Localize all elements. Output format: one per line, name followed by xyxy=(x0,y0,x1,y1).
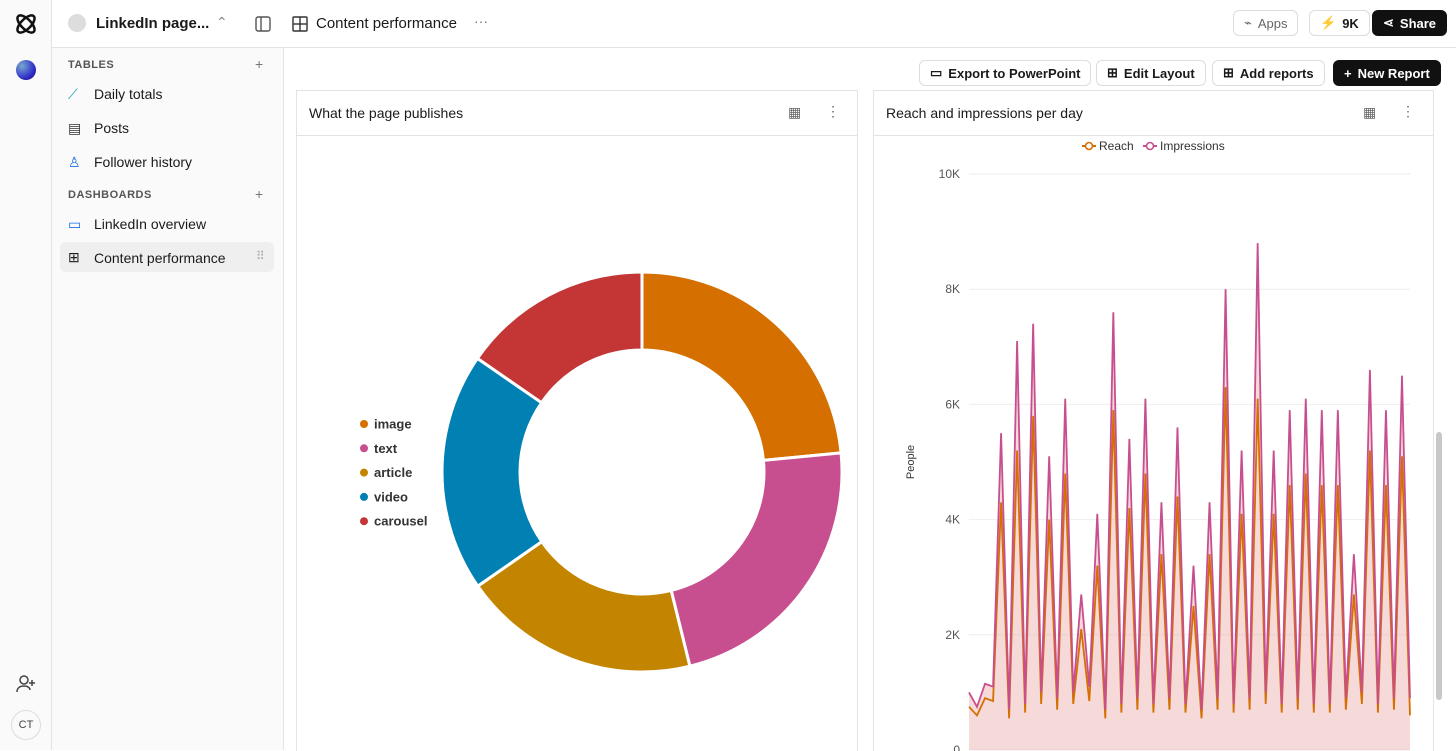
y-tick-label: 0 xyxy=(953,743,960,751)
toolbar-button[interactable]: ⊞ Add reports xyxy=(1212,60,1325,86)
nav-icon: ▭ xyxy=(68,216,82,232)
sidebar: TABLES + ⟋ Daily totals ▤ Posts ♙ Follow… xyxy=(52,48,284,750)
chart: 0 2K 4K 6K 8K 10K People Reach Impressions xyxy=(905,139,1411,751)
legend-label: image xyxy=(374,417,412,432)
panel-menu[interactable]: ⋮ xyxy=(826,103,840,119)
avatar[interactable]: CT xyxy=(11,710,41,740)
nav-item[interactable]: Content performance xyxy=(94,250,226,266)
btn-label: Export to PowerPoint xyxy=(948,65,1081,81)
nav-icon: ⊞ xyxy=(68,249,80,265)
apps-icon: ⌁ xyxy=(1244,15,1252,30)
btn-icon: + xyxy=(1344,65,1352,81)
legend-label: Impressions xyxy=(1160,139,1225,153)
y-tick-label: 10K xyxy=(939,167,960,181)
legend-label: text xyxy=(374,441,398,456)
panel: Reach and impressions per day ▦ ⋮ 0 2K 4K 6… xyxy=(873,90,1434,751)
legend-label: carousel xyxy=(374,514,427,529)
bolt-icon: ⚡ xyxy=(1320,15,1337,30)
workspace-orb[interactable] xyxy=(16,60,36,80)
legend-label: article xyxy=(374,465,412,480)
toolbar-button[interactable]: ⊞ Edit Layout xyxy=(1096,60,1206,86)
btn-icon: ⊞ xyxy=(1107,65,1118,80)
apps-button[interactable]: ⌁ Apps xyxy=(1233,10,1299,36)
nav-icon: ♙ xyxy=(68,154,81,170)
sidebar-toggle[interactable] xyxy=(255,16,271,32)
btn-icon: ⊞ xyxy=(1223,65,1234,80)
active-highlight xyxy=(60,242,274,272)
panel-header: What the page publishes ▦ ⋮ xyxy=(297,91,857,136)
page-title: Content performance xyxy=(316,15,457,32)
pie-slice xyxy=(475,539,692,674)
nav-icon: ▤ xyxy=(68,120,82,136)
legend-swatch xyxy=(360,468,368,477)
share-button[interactable]: ⋖ Share xyxy=(1372,10,1448,36)
section-heading: TABLES xyxy=(68,59,115,71)
chevron[interactable]: ⌃ xyxy=(216,14,228,30)
pie-slice xyxy=(475,270,644,405)
y-tick-label: 8K xyxy=(945,282,960,296)
logo xyxy=(16,14,36,34)
legend-label: video xyxy=(374,489,408,504)
nav-item[interactable]: LinkedIn overview xyxy=(94,216,207,232)
chart: image text article video carousel xyxy=(360,270,844,674)
workspace-icon xyxy=(68,14,86,32)
legend-swatch xyxy=(360,517,368,526)
nav-item[interactable]: Follower history xyxy=(94,154,193,170)
credits-label: 9K xyxy=(1342,15,1359,31)
new-report-button[interactable]: + New Report xyxy=(1333,60,1441,86)
date-icon[interactable]: ▦ xyxy=(1363,104,1377,120)
y-tick-label: 6K xyxy=(945,397,960,411)
share-icon: ⋖ xyxy=(1383,15,1394,30)
line xyxy=(968,243,1411,710)
toolbar-button[interactable]: ▭ Export to PowerPoint xyxy=(919,60,1092,86)
icon-rail: CT xyxy=(0,0,52,750)
invite-icon[interactable] xyxy=(16,674,36,694)
pie-slice xyxy=(669,451,844,669)
legend-label: Reach xyxy=(1099,139,1134,153)
date-icon[interactable]: ▦ xyxy=(788,104,802,120)
legend-swatch xyxy=(1145,141,1155,151)
btn-label: New Report xyxy=(1357,65,1430,81)
credits-button[interactable]: ⚡ 9K xyxy=(1309,10,1370,36)
y-tick-label: 2K xyxy=(945,628,960,642)
nav-icon: ⟋ xyxy=(68,86,78,102)
panel-header: Reach and impressions per day ▦ ⋮ xyxy=(874,91,1433,136)
y-tick-label: 4K xyxy=(945,513,960,527)
panel-title: What the page publishes xyxy=(309,105,464,121)
panel-menu[interactable]: ⋮ xyxy=(1401,103,1415,119)
nav-item[interactable]: Posts xyxy=(94,120,130,136)
grid-icon xyxy=(292,16,308,32)
nav-item[interactable]: Daily totals xyxy=(94,86,163,102)
panel: What the page publishes ▦ ⋮ image text art… xyxy=(296,90,858,751)
add-table[interactable]: + xyxy=(255,56,264,72)
pie-slice xyxy=(640,270,843,462)
workspace-name[interactable]: LinkedIn page... xyxy=(96,15,210,32)
top-bar: LinkedIn page... ⌃ Content performance ·… xyxy=(52,0,1456,48)
panel-title: Reach and impressions per day xyxy=(886,105,1083,121)
legend-swatch xyxy=(1084,141,1094,151)
legend-swatch xyxy=(360,420,368,428)
y-axis-label: People xyxy=(905,445,917,479)
apps-label: Apps xyxy=(1257,15,1288,31)
btn-label: Add reports xyxy=(1239,65,1314,81)
scrollbar[interactable] xyxy=(1436,432,1442,700)
drag-handle[interactable]: ⠿ xyxy=(256,249,265,263)
btn-icon: ▭ xyxy=(930,65,943,80)
share-label: Share xyxy=(1399,15,1437,31)
more-menu[interactable]: ··· xyxy=(474,13,488,29)
add-dashboard[interactable]: + xyxy=(255,186,264,202)
legend-swatch xyxy=(360,444,368,453)
section-heading: DASHBOARDS xyxy=(68,189,152,201)
legend-swatch xyxy=(360,492,368,501)
btn-label: Edit Layout xyxy=(1123,65,1195,81)
